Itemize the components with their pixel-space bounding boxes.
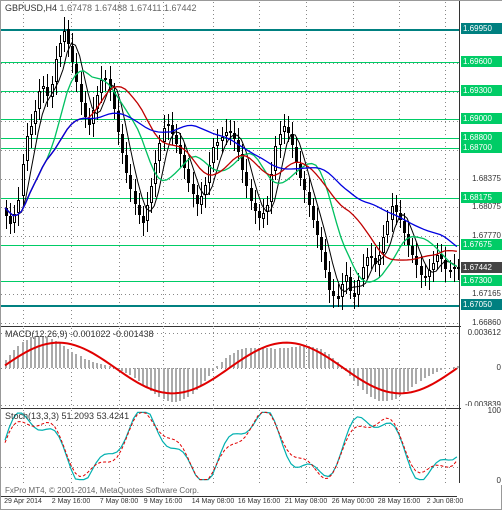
stoch-chart: Stoch(13,3,3) 51.2093 53.42411000	[1, 409, 502, 483]
price-chart: GBPUSD,H4 1.67478 1.67488 1.67411 1.6744…	[1, 1, 502, 327]
macd-chart: MACD(12,26,9) -0.001022 -0.0014380.00361…	[1, 327, 502, 409]
chart-title: GBPUSD,H4 1.67478 1.67488 1.67411 1.6744…	[5, 3, 197, 13]
x-axis: 29 Apr 20142 May 16:007 May 08:009 May 1…	[1, 496, 457, 509]
footer-text: FxPro MT4, © 2001-2014, MetaQuotes Softw…	[5, 486, 199, 495]
